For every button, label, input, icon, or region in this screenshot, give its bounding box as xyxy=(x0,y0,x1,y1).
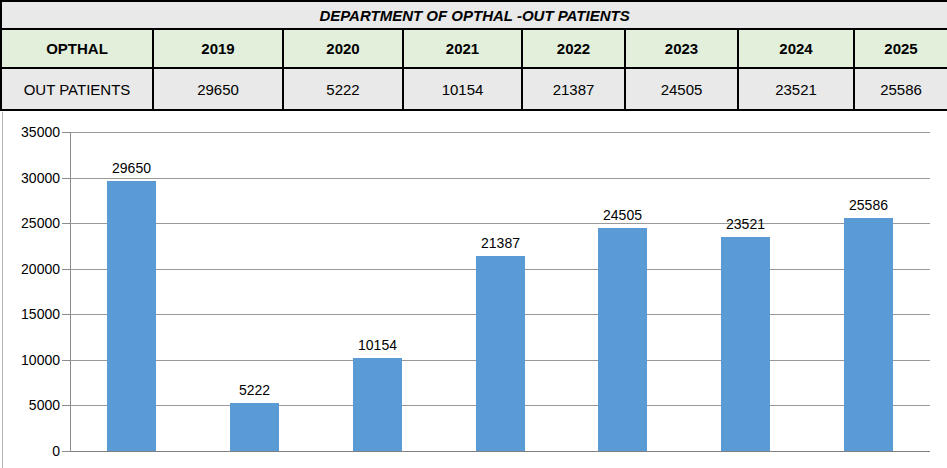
value-cell-2021[interactable]: 10154 xyxy=(403,68,522,110)
bar-data-label: 10154 xyxy=(338,338,418,352)
bar-2020 xyxy=(230,403,279,451)
y-axis-tick xyxy=(62,223,70,224)
y-axis-label: 10000 xyxy=(0,353,60,367)
value-cell-2024[interactable]: 23521 xyxy=(738,68,854,110)
header-cell-2020[interactable]: 2020 xyxy=(283,29,403,68)
y-axis-label: 15000 xyxy=(0,307,60,321)
header-cell-2021[interactable]: 2021 xyxy=(403,29,522,68)
y-axis-label: 5000 xyxy=(0,398,60,412)
y-axis-label: 25000 xyxy=(0,216,60,230)
value-cell-2025[interactable]: 25586 xyxy=(854,68,947,110)
y-axis-tick xyxy=(62,451,70,452)
table-data-row: OUT PATIENTS 29650 5222 10154 21387 2450… xyxy=(1,68,947,110)
bar-2024 xyxy=(721,237,770,451)
header-cell-2024[interactable]: 2024 xyxy=(738,29,854,68)
bar-data-label: 23521 xyxy=(706,217,786,231)
bar-2022 xyxy=(476,256,525,451)
value-cell-2022[interactable]: 21387 xyxy=(522,68,625,110)
gridline xyxy=(70,178,930,179)
y-axis-tick xyxy=(62,314,70,315)
table-title[interactable]: DEPARTMENT OF OPTHAL -OUT PATIENTS xyxy=(1,1,947,29)
gridline xyxy=(70,223,930,224)
y-axis-label: 30000 xyxy=(0,171,60,185)
bar-2023 xyxy=(598,228,647,451)
bar-chart[interactable]: 0 5000 10000 15000 20000 25000 30000 35000 29650… xyxy=(0,112,947,468)
y-axis-label: 0 xyxy=(0,444,60,458)
table-header-row: OPTHAL 2019 2020 2021 2022 2023 2024 202… xyxy=(1,29,947,68)
value-cell-2019[interactable]: 29650 xyxy=(153,68,283,110)
value-cell-2020[interactable]: 5222 xyxy=(283,68,403,110)
header-cell-2025[interactable]: 2025 xyxy=(854,29,947,68)
header-cell-2019[interactable]: 2019 xyxy=(153,29,283,68)
y-axis-line xyxy=(70,132,71,452)
y-axis-tick xyxy=(62,132,70,133)
table-title-row: DEPARTMENT OF OPTHAL -OUT PATIENTS xyxy=(1,1,947,29)
bar-data-label: 24505 xyxy=(583,208,663,222)
y-axis-tick xyxy=(62,360,70,361)
bar-2025 xyxy=(844,218,893,451)
x-axis-line xyxy=(70,451,930,452)
bar-2019 xyxy=(107,181,156,451)
bar-data-label: 21387 xyxy=(461,236,541,250)
bar-2021 xyxy=(353,358,402,451)
value-cell-2023[interactable]: 24505 xyxy=(625,68,738,110)
gridline xyxy=(70,132,930,133)
header-cell-2022[interactable]: 2022 xyxy=(522,29,625,68)
y-axis-tick xyxy=(62,178,70,179)
row-label-out-patients[interactable]: OUT PATIENTS xyxy=(1,68,153,110)
header-cell-2023[interactable]: 2023 xyxy=(625,29,738,68)
bar-data-label: 25586 xyxy=(829,198,909,212)
sheet-column-edge xyxy=(2,112,3,468)
spreadsheet-page: DEPARTMENT OF OPTHAL -OUT PATIENTS OPTHA… xyxy=(0,0,947,468)
y-axis-label: 20000 xyxy=(0,262,60,276)
y-axis-label: 35000 xyxy=(0,125,60,139)
opthal-data-table: DEPARTMENT OF OPTHAL -OUT PATIENTS OPTHA… xyxy=(0,0,947,111)
header-cell-opthal[interactable]: OPTHAL xyxy=(1,29,153,68)
bar-data-label: 29650 xyxy=(92,161,172,175)
y-axis-tick xyxy=(62,405,70,406)
bar-data-label: 5222 xyxy=(215,383,295,397)
y-axis-tick xyxy=(62,269,70,270)
